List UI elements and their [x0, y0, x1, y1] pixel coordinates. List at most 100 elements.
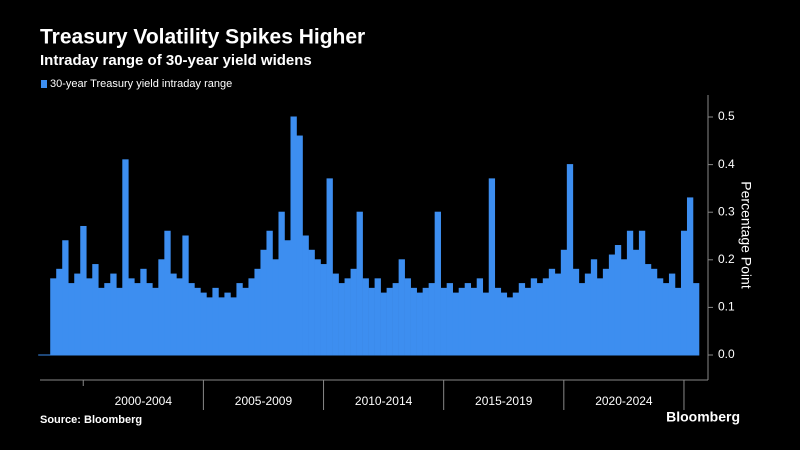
bar [164, 230, 171, 356]
legend-swatch [41, 80, 47, 88]
bar [428, 283, 435, 356]
bar [92, 264, 99, 356]
y-tick-label: 0.5 [718, 109, 735, 123]
bar [644, 264, 652, 356]
bar [170, 273, 177, 356]
bar [470, 287, 478, 356]
x-period-label: 2005-2009 [235, 394, 293, 408]
bar [230, 297, 237, 356]
y-tick-label: 0.2 [718, 252, 735, 266]
bar [140, 268, 147, 356]
bar [320, 264, 327, 356]
bar [686, 197, 694, 356]
y-tick-label: 0.3 [718, 204, 735, 218]
bar [50, 278, 57, 356]
bar [218, 297, 225, 356]
bar [614, 245, 622, 356]
bar [158, 259, 165, 356]
bar [602, 268, 610, 356]
bar [122, 159, 129, 356]
bar [314, 259, 321, 356]
bar [674, 287, 682, 356]
source: Source: Bloomberg [40, 414, 142, 426]
x-period-label: 2015-2019 [475, 394, 533, 408]
bar [188, 283, 195, 356]
bar [200, 292, 207, 356]
bar [458, 287, 466, 356]
bar [56, 268, 63, 356]
bar [152, 287, 159, 356]
chart-subtitle: Intraday range of 30-year yield widens [40, 52, 312, 69]
bar [350, 268, 357, 356]
bar [650, 268, 658, 356]
bar [194, 287, 201, 356]
bar [74, 273, 81, 356]
bar [362, 278, 369, 356]
bar [446, 283, 453, 356]
bar [632, 249, 640, 356]
bar [518, 283, 526, 356]
bar [344, 278, 351, 356]
bar [476, 278, 484, 356]
bar [44, 354, 51, 356]
bar [116, 287, 123, 356]
bar [104, 283, 111, 356]
bar [80, 225, 87, 356]
bar [248, 278, 255, 356]
bar [110, 273, 117, 356]
bar [296, 135, 303, 356]
bar [668, 273, 676, 356]
bar [512, 292, 520, 356]
bar [692, 283, 700, 356]
bar [578, 283, 586, 356]
bar [86, 278, 93, 356]
bar [260, 249, 267, 356]
bar [680, 230, 688, 356]
bar [278, 211, 285, 356]
bar [542, 278, 550, 356]
bar [434, 211, 441, 356]
bar [374, 278, 381, 356]
bar [134, 283, 141, 356]
bar [422, 287, 429, 356]
bar [416, 292, 423, 356]
bar [98, 287, 105, 356]
bar [128, 278, 135, 356]
bar [440, 287, 447, 356]
bar [290, 116, 297, 356]
bar [482, 292, 490, 356]
bar [386, 287, 393, 356]
bar [494, 287, 502, 356]
y-tick-label: 0.1 [718, 300, 735, 314]
bar [176, 278, 183, 356]
bar [284, 240, 291, 356]
bar [338, 283, 345, 356]
bar [566, 164, 574, 356]
bar [626, 230, 634, 356]
bar [404, 278, 411, 356]
bar [554, 273, 562, 356]
bar [380, 292, 387, 356]
bar [308, 249, 315, 356]
bar [38, 354, 45, 356]
bar [560, 249, 568, 356]
bar [68, 283, 75, 356]
brand: Bloomberg [666, 409, 740, 425]
x-period-label: 2020-2024 [595, 394, 653, 408]
x-period-label: 2000-2004 [115, 394, 173, 408]
bar [548, 268, 556, 356]
bar [356, 211, 363, 356]
bar [326, 178, 333, 356]
bar [212, 287, 219, 356]
bar [638, 230, 646, 356]
bar [506, 297, 514, 356]
bar [464, 283, 472, 356]
bar [242, 287, 249, 356]
bar [224, 292, 231, 356]
bar [656, 278, 664, 356]
bar [584, 273, 592, 356]
bar [272, 259, 279, 356]
legend-label: 30-year Treasury yield intraday range [50, 78, 232, 90]
bar [572, 268, 580, 356]
